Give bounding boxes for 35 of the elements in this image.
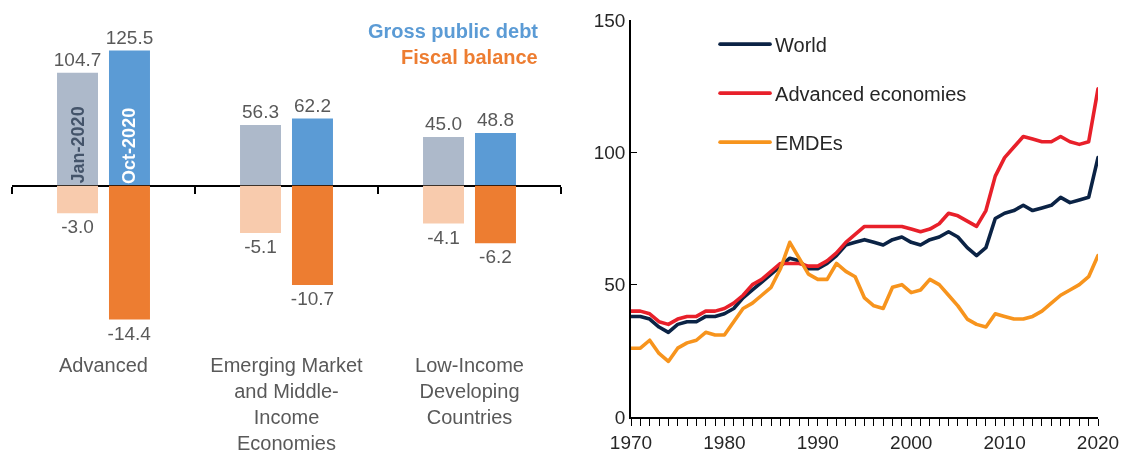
legend-label: World: [775, 33, 827, 56]
data-label: -3.0: [61, 216, 94, 238]
y-tick-label: 0: [614, 406, 626, 428]
x-tick-label: 1990: [796, 431, 839, 453]
data-label: -6.2: [479, 246, 512, 268]
x-tick-label: 2020: [1076, 431, 1120, 453]
y-tick-label: 100: [593, 141, 626, 163]
text: Gross public debt: [368, 20, 539, 42]
data-label: -14.4: [107, 322, 152, 344]
data-label: 56.3: [242, 100, 280, 122]
line-series: [631, 155, 1098, 335]
x-tick-label: 2000: [890, 431, 933, 453]
data-label: -5.1: [244, 235, 277, 257]
x-tick-label: Low-Income Developing Countries: [415, 354, 524, 428]
x-tick-label: Advanced: [59, 354, 148, 376]
x-tick-label: Emerging Market and Middle-Income Economies: [210, 354, 364, 454]
data-label: 45.0: [425, 113, 463, 135]
data-label: 125.5: [105, 26, 154, 48]
legend-label: EMDEs: [775, 131, 843, 154]
x-tick-label: 1970: [609, 431, 653, 453]
x-tick-label: 1980: [703, 431, 746, 453]
annotation: Fiscal balance: [401, 46, 538, 68]
data-label: -10.7: [290, 288, 335, 310]
data-label: 104.7: [53, 48, 102, 70]
series-label: Oct-2020: [119, 107, 140, 184]
x-tick-label: 2010: [983, 431, 1026, 453]
y-tick-label: 50: [604, 274, 626, 296]
line-series: [631, 87, 1098, 327]
series-label: Jan-2020: [67, 106, 88, 184]
data-label: 48.8: [476, 108, 514, 130]
data-label: -4.1: [427, 226, 460, 248]
legend-label: Advanced economies: [775, 82, 967, 105]
line-series: [631, 240, 1098, 364]
y-tick-label: 150: [593, 9, 626, 31]
data-label: 62.2: [293, 94, 331, 116]
